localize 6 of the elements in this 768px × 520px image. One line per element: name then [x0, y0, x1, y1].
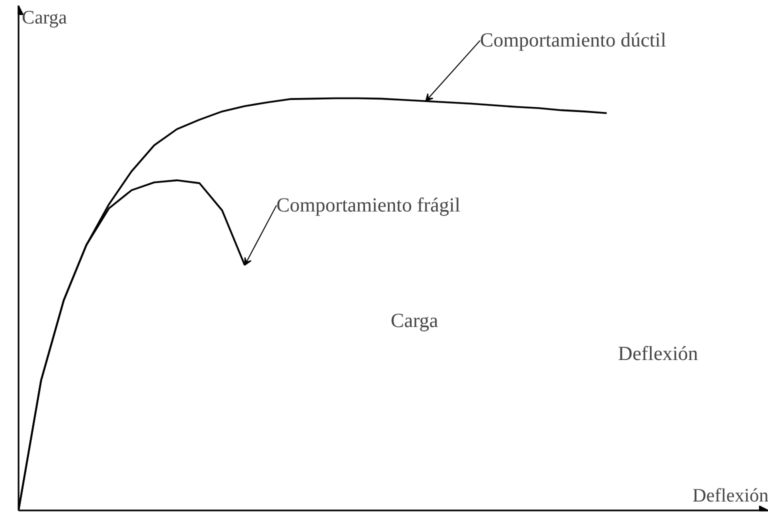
text: Comportamiento dúctil [480, 30, 667, 52]
annotation: Carga [390, 310, 438, 332]
text: Comportamiento frágil [276, 194, 461, 216]
annotation: Deflexión [618, 342, 698, 365]
x-axis-title: Deflexión [692, 486, 768, 506]
y-axis-title: Carga [22, 8, 68, 28]
